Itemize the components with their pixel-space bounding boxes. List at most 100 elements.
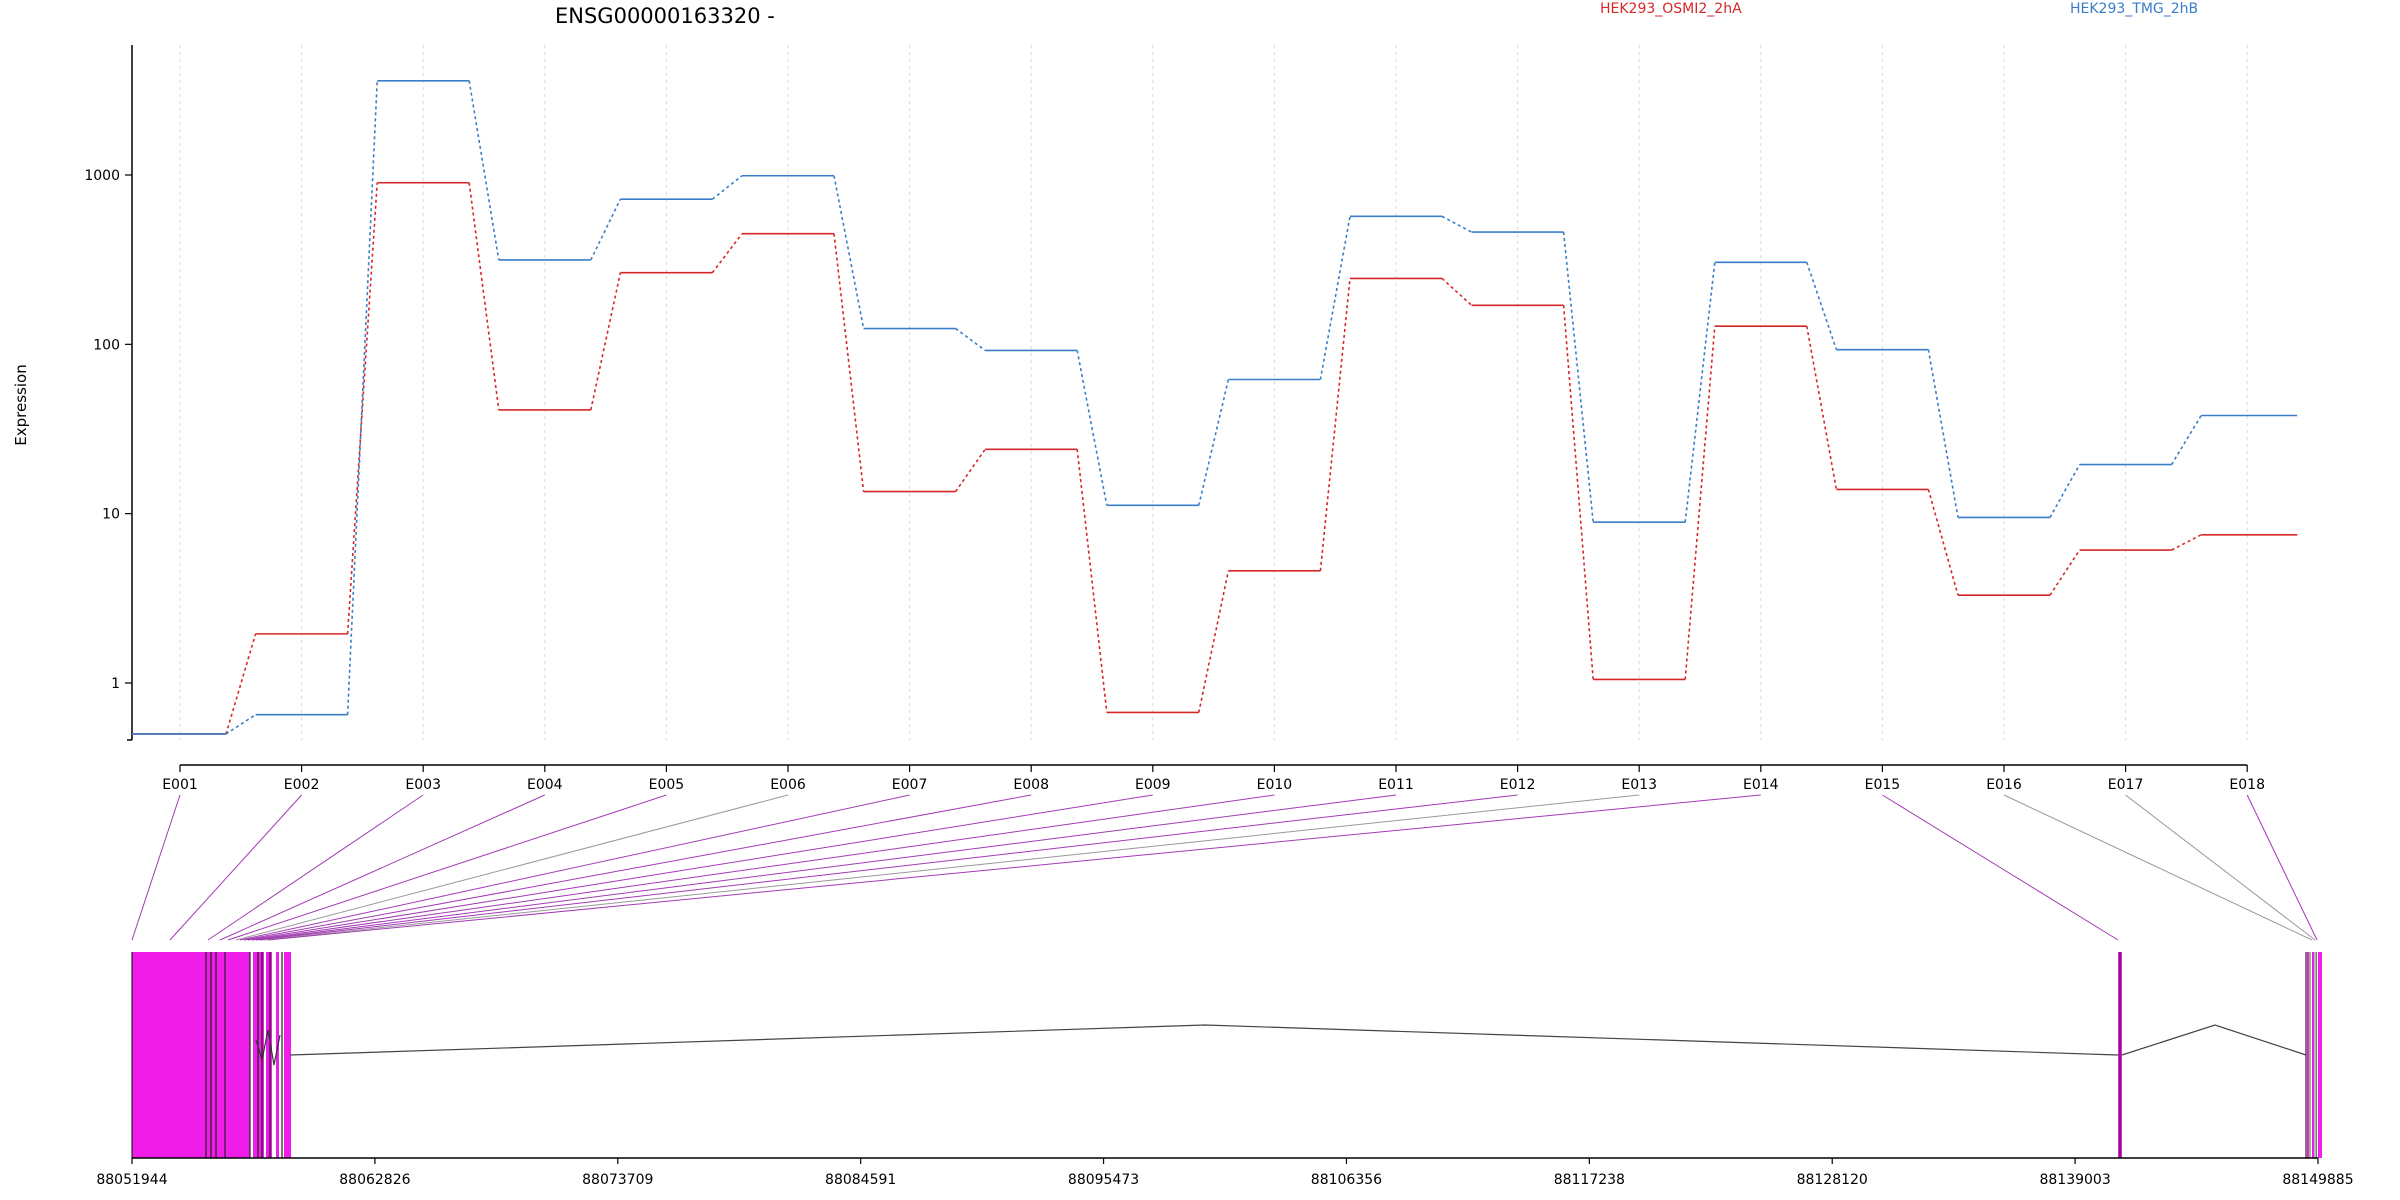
series-transition — [711, 233, 743, 274]
x-tick-label: E002 — [284, 777, 320, 793]
x-tick-label: E018 — [2229, 777, 2265, 793]
exon-block — [2307, 952, 2310, 1158]
x-tick-label: E017 — [2108, 777, 2144, 793]
x-tick-label: E011 — [1378, 777, 1414, 793]
series-transition — [711, 175, 743, 200]
exon-connector-e003 — [207, 794, 424, 941]
exon-block — [284, 952, 291, 1158]
series-lines — [132, 79, 2298, 735]
exon-stripe — [2314, 952, 2316, 1158]
series-transition — [1684, 326, 1716, 680]
grid-lines — [179, 45, 2248, 740]
x-tick-label: E012 — [1500, 777, 1536, 793]
exon-connector-e006 — [235, 794, 789, 941]
x-tick-label: E016 — [1986, 777, 2022, 793]
series-transition — [346, 80, 378, 715]
exon-connector-e016 — [2003, 794, 2313, 941]
y-tick-label: 1 — [111, 676, 120, 692]
series-transition — [1319, 216, 1351, 380]
genomic-tick-label: 88106356 — [1311, 1172, 1382, 1188]
x-axis-ticks: E001 E002 E003 E004 E005 E006 E007 E008 E009 E010… — [162, 765, 2265, 793]
series-transition — [225, 633, 257, 735]
y-axis-ticks: 1 10 100 1000 — [84, 168, 132, 692]
x-tick-label: E010 — [1257, 777, 1293, 793]
y-tick-label: 1000 — [84, 168, 120, 184]
exon-connector-e018 — [2246, 794, 2318, 941]
series-transition — [1076, 449, 1108, 713]
series-transition — [1562, 232, 1594, 523]
x-tick-label: E003 — [405, 777, 441, 793]
exon-stripe — [2309, 952, 2311, 1158]
intron-arc — [289, 1024, 2119, 1056]
x-tick-label: E008 — [1013, 777, 1049, 793]
intron-arc-small — [255, 1029, 281, 1066]
series-transition — [590, 198, 622, 261]
series-transition — [468, 80, 500, 261]
series-transition — [955, 327, 986, 352]
x-tick-label: E015 — [1865, 777, 1901, 793]
exon-connector-e004 — [219, 794, 546, 941]
exon-connector-e014 — [267, 794, 1761, 941]
series-transition — [1806, 262, 1838, 350]
genomic-tick-label: 88073709 — [582, 1172, 653, 1188]
exon-block-main — [132, 952, 250, 1158]
x-tick-label: E014 — [1743, 777, 1779, 793]
y-axis-label: Expression — [12, 364, 30, 445]
genomic-tick-label: 88128120 — [1797, 1172, 1868, 1188]
y-tick-label: 100 — [93, 337, 120, 353]
series-transition — [2171, 534, 2202, 551]
series-transition — [954, 448, 986, 493]
gene-model — [131, 952, 2322, 1158]
exon-connector-e007 — [239, 794, 910, 941]
exon-connector-e015 — [1882, 794, 2119, 941]
genomic-tick-label: 88139003 — [2039, 1172, 2110, 1188]
exon-block — [266, 952, 272, 1158]
series-transition — [1927, 349, 1959, 518]
exon-connector-e013 — [263, 794, 1640, 941]
x-tick-label: E013 — [1621, 777, 1657, 793]
genomic-tick-label: 88084591 — [825, 1172, 896, 1188]
x-tick-label: E001 — [162, 777, 198, 793]
genomic-tick-label: 88062826 — [339, 1172, 410, 1188]
series-transition — [833, 175, 865, 329]
genomic-tick-label: 88117238 — [1554, 1172, 1625, 1188]
exon-block — [253, 952, 261, 1158]
plot-axes — [127, 45, 2248, 766]
intron-arc — [2121, 1024, 2307, 1056]
exon-connector-e011 — [255, 794, 1397, 941]
x-tick-label: E005 — [649, 777, 685, 793]
exon-block — [2318, 952, 2322, 1158]
series-transition — [1319, 278, 1351, 571]
series-transition — [1806, 326, 1838, 490]
x-tick-label: E004 — [527, 777, 563, 793]
exon-connector-e001 — [131, 794, 181, 941]
exon-connector-e010 — [251, 794, 1275, 941]
exon-connector-e005 — [227, 794, 667, 941]
series-transition — [1684, 262, 1716, 523]
series-transition — [2049, 549, 2081, 596]
series-transition — [1441, 277, 1473, 306]
exon-connectors — [131, 794, 2318, 941]
series-transition — [225, 714, 257, 735]
series-transition — [833, 233, 865, 492]
series-transition — [1076, 350, 1108, 506]
y-tick-label: 10 — [102, 507, 120, 523]
exon-block — [276, 952, 279, 1158]
series-a — [132, 181, 2298, 735]
x-tick-label: E006 — [770, 777, 806, 793]
series-transition — [1441, 215, 1472, 233]
genomic-tick-label: 88051944 — [96, 1172, 167, 1188]
exon-connector-e009 — [247, 794, 1153, 941]
chart-title: ENSG00000163320 - — [555, 4, 775, 28]
series-transition — [590, 272, 622, 411]
legend-entry-series-a: HEK293_OSMI2_2hA — [1600, 1, 1742, 17]
legend-entry-series-b: HEK293_TMG_2hB — [2070, 1, 2198, 17]
exon-connector-e017 — [2125, 794, 2316, 941]
genomic-tick-label: 88149885 — [2282, 1172, 2353, 1188]
genomic-tick-label: 88095473 — [1068, 1172, 1139, 1188]
exon-connector-e002 — [169, 794, 302, 941]
series-transition — [1198, 379, 1230, 506]
exon-connector-e008 — [243, 794, 1032, 941]
x-tick-label: E007 — [892, 777, 928, 793]
